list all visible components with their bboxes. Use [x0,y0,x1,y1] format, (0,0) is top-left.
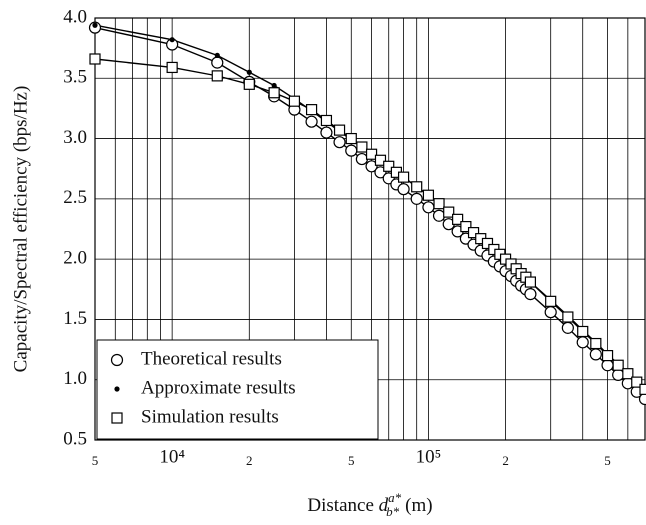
data-point [612,359,624,371]
data-point [524,276,537,288]
data-point [365,148,378,160]
data-point [544,306,557,319]
data-point [374,154,387,166]
data-point [467,227,480,239]
y-tick-label: 0.5 [63,428,87,449]
y-tick-label: 4.0 [63,6,87,27]
data-point [345,132,357,145]
legend-label: Simulation results [141,406,279,427]
data-point [432,209,446,222]
data-point [631,376,643,388]
x-label-sup: a* [388,490,402,505]
x-axis-label: Distance da* b* (m) [307,490,432,519]
legend-marker [111,412,123,424]
y-tick-label: 3.0 [63,127,87,148]
data-point [576,336,589,349]
data-point [561,321,574,334]
legend-marker [110,353,124,367]
y-tick-label: 2.0 [63,248,87,269]
data-point [638,392,646,406]
x-tick-label: 10⁴ [159,446,185,467]
data-point [622,368,634,380]
data-point [410,192,423,205]
data-point [443,206,455,218]
data-point [365,160,378,173]
x-label-text: Distance [307,495,373,516]
y-tick-label: 3.5 [63,67,87,88]
series-line [94,24,646,390]
data-point [545,295,557,307]
data-point [305,115,318,128]
plot-frame [94,17,646,441]
data-point [383,160,395,172]
data-point [601,359,614,372]
x-tick-label: 10⁵ [416,446,442,467]
data-point [601,350,614,362]
data-point [211,56,224,69]
x-label-unit: (m) [405,495,432,516]
data-point [333,136,346,149]
data-point [562,311,574,323]
data-point [639,383,646,395]
y-axis-label: Capacity/Spectral efficiency (bps/Hz) [10,86,31,373]
data-point [320,126,333,139]
y-tick-label: 1.5 [63,308,87,329]
data-point [590,337,602,350]
x-tick-label: 5 [92,453,99,468]
data-point [166,61,178,74]
data-point [460,220,472,233]
data-point [411,181,423,193]
legend-box [96,339,379,440]
data-point [89,53,101,65]
legend-label: Theoretical results [141,348,282,369]
data-point [397,171,410,183]
x-tick-label: 5 [604,453,611,468]
data-point [356,141,368,153]
data-point [268,87,280,99]
data-point [320,114,333,127]
data-point [288,95,301,107]
data-point [345,144,358,157]
legend-marker [114,386,120,392]
data-point [243,78,255,90]
x-label-sub: b* [386,504,400,519]
data-point [397,183,410,196]
data-point [481,237,494,250]
data-point [355,152,368,166]
data-point [433,198,445,210]
data-point [271,82,277,89]
x-tick-label: 2 [502,453,509,468]
data-point [305,104,318,116]
x-label-var: d [379,495,389,516]
data-point [577,325,589,338]
x-tick-label: 2 [246,453,253,468]
data-point [211,70,223,82]
data-point [422,201,435,214]
data-point [214,52,220,58]
data-point [422,189,435,201]
data-point [246,69,252,75]
data-point [452,213,464,225]
data-point [589,348,602,361]
legend-label: Approximate results [141,377,296,398]
y-tick-label: 1.0 [63,368,87,389]
data-point [612,368,625,381]
x-tick-label: 5 [348,453,355,468]
data-point [524,288,537,301]
y-tick-label: 2.5 [63,187,87,208]
data-point [169,37,175,43]
data-point [92,22,98,28]
data-point [333,124,346,136]
